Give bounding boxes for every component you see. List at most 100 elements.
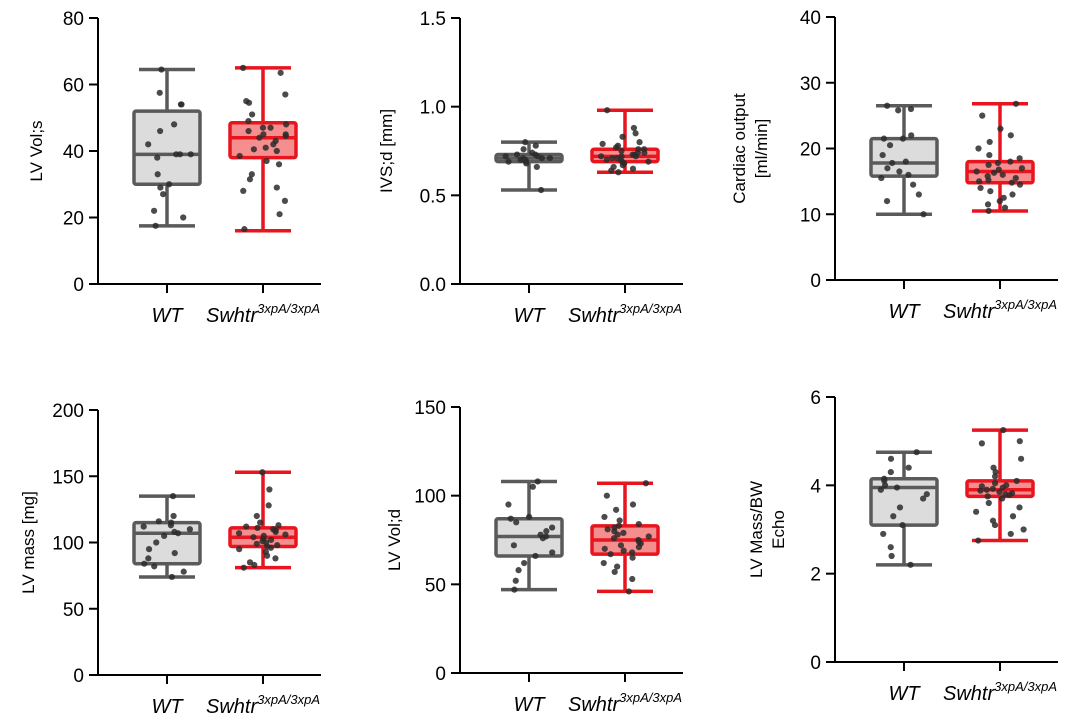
data-point xyxy=(977,184,984,192)
data-point xyxy=(168,573,176,581)
data-point xyxy=(282,132,289,140)
y-tick-label: 1.0 xyxy=(420,98,446,119)
data-point xyxy=(899,521,906,529)
data-point xyxy=(1013,477,1020,485)
y-axis-label: LV mass [mg] xyxy=(19,491,38,594)
y-tick-label: 40 xyxy=(63,142,84,163)
data-point xyxy=(236,546,243,553)
data-point xyxy=(884,165,891,172)
category-name: WT xyxy=(513,305,546,327)
data-point xyxy=(618,147,625,155)
data-point xyxy=(251,561,258,569)
data-point xyxy=(1016,181,1024,188)
y-tick-label: 50 xyxy=(63,600,84,621)
data-point xyxy=(992,473,999,480)
data-point xyxy=(1012,100,1020,107)
data-point xyxy=(151,563,158,570)
x-category-label: WT xyxy=(513,305,546,327)
x-category-label: WT xyxy=(151,305,184,327)
y-tick-label: 60 xyxy=(63,76,84,97)
data-point xyxy=(976,178,983,185)
y-tick-label: 50 xyxy=(425,575,446,596)
data-point xyxy=(978,440,985,447)
category-name: Swhtr xyxy=(568,305,620,327)
data-point xyxy=(235,530,243,537)
data-point xyxy=(1012,174,1019,182)
box-group-wt xyxy=(494,478,564,593)
data-point xyxy=(645,158,652,165)
data-point xyxy=(176,151,184,158)
data-point xyxy=(610,535,618,542)
data-point xyxy=(990,169,998,176)
y-tick-label: 150 xyxy=(414,398,446,419)
data-point xyxy=(1007,158,1014,165)
data-point xyxy=(512,577,519,584)
category-name: Swhtr xyxy=(943,683,995,705)
data-point xyxy=(145,546,153,553)
box-group-wt xyxy=(494,139,564,194)
data-point xyxy=(975,537,982,544)
data-point xyxy=(141,560,148,567)
data-point xyxy=(879,151,886,159)
y-tick-label: 80 xyxy=(63,9,84,30)
data-point xyxy=(1000,427,1007,434)
data-point xyxy=(977,487,984,494)
category-superscript: 3xpA/3xpA xyxy=(619,690,682,705)
data-point xyxy=(156,89,163,96)
data-point xyxy=(604,107,611,114)
data-point xyxy=(157,127,164,135)
data-point xyxy=(632,130,639,137)
y-axis-label: LV Mass/BW xyxy=(747,481,766,578)
data-point xyxy=(889,159,896,167)
data-point xyxy=(515,567,522,574)
data-point xyxy=(507,515,514,522)
data-point xyxy=(989,485,997,492)
data-point xyxy=(140,523,147,530)
data-point xyxy=(888,552,895,560)
data-point xyxy=(907,561,914,568)
data-point xyxy=(985,207,992,215)
data-point xyxy=(1017,455,1025,462)
data-point xyxy=(253,540,260,547)
data-point xyxy=(635,520,642,528)
data-point xyxy=(616,517,623,524)
data-point xyxy=(263,552,271,559)
data-point xyxy=(246,176,254,183)
data-point xyxy=(991,480,999,487)
data-point xyxy=(167,522,175,529)
data-point xyxy=(996,198,1003,205)
data-point xyxy=(245,99,253,106)
box-group-swhtr xyxy=(590,480,660,595)
data-point xyxy=(180,568,187,575)
data-point xyxy=(619,133,626,140)
data-point xyxy=(166,181,173,188)
data-point xyxy=(240,187,247,194)
category-superscript: 3xpA/3xpA xyxy=(257,692,320,707)
data-point xyxy=(253,512,260,520)
data-point xyxy=(522,139,529,146)
data-point xyxy=(510,542,517,549)
data-point xyxy=(145,555,152,562)
data-point xyxy=(920,495,927,502)
data-point xyxy=(629,501,637,508)
data-point xyxy=(245,127,252,135)
data-point xyxy=(240,564,247,571)
chart-panel-2: 0.0 0.5 1.0 1.5 IVS;d [mm] WT Swhtr3xpA/3xpA xyxy=(377,9,683,327)
y-tick-label: 100 xyxy=(414,487,446,508)
data-point xyxy=(161,532,168,539)
data-point xyxy=(895,107,902,114)
data-point xyxy=(169,493,177,500)
data-point xyxy=(886,142,894,149)
data-point xyxy=(985,176,992,184)
data-point xyxy=(259,124,267,131)
data-point xyxy=(1008,179,1015,186)
y-tick-label: 0 xyxy=(435,664,446,685)
data-point xyxy=(984,493,991,500)
category-superscript: 3xpA/3xpA xyxy=(257,301,320,316)
y-tick-label: 6 xyxy=(810,388,821,409)
data-point xyxy=(160,191,167,198)
data-point xyxy=(150,207,158,214)
data-point xyxy=(239,64,247,71)
data-point xyxy=(630,124,638,132)
box-group-wt xyxy=(869,449,939,568)
